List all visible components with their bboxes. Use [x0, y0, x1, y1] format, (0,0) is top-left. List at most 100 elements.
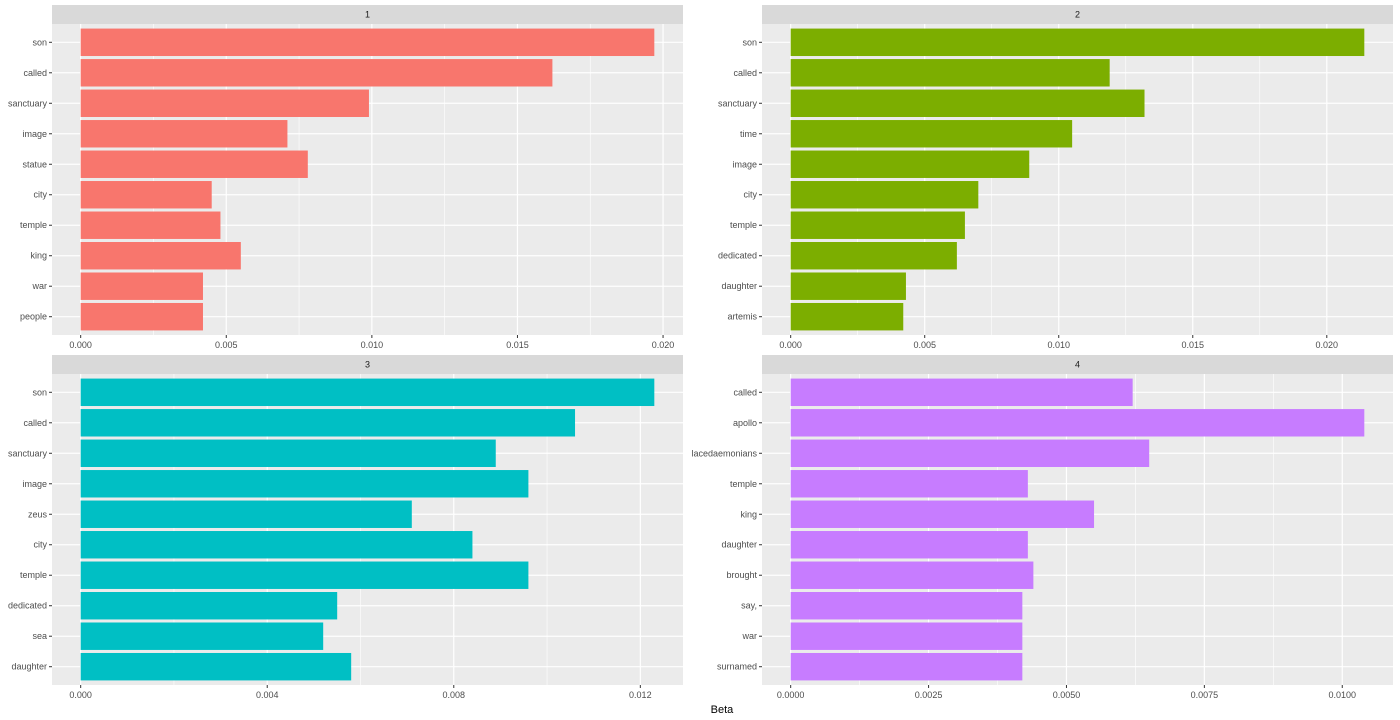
facet-strip — [52, 5, 683, 24]
bar-artemis — [790, 302, 904, 331]
bar-statue — [80, 150, 308, 178]
facet-panel-1: 1 son called sanctuary image statue city temple… — [8, 5, 683, 350]
x-tick-label: 0.000 — [69, 340, 92, 350]
y-tick-label: called — [23, 68, 47, 78]
y-tick-label: city — [34, 190, 48, 200]
x-tick-label: 0.0025 — [915, 690, 943, 700]
bar-image — [80, 470, 529, 498]
y-tick-label: lacedaemonians — [691, 448, 757, 458]
bar-time — [790, 120, 1073, 148]
y-tick-label: dedicated — [718, 251, 757, 261]
y-tick-label: surnamed — [717, 662, 757, 672]
bar-sanctuary — [80, 89, 369, 117]
y-tick-label: daughter — [721, 540, 757, 550]
y-tick-label: war — [741, 631, 757, 641]
bar-sanctuary — [790, 89, 1145, 117]
x-tick-label: 0.0100 — [1328, 690, 1356, 700]
bar-king — [790, 500, 1095, 528]
bar-zeus — [80, 500, 412, 528]
y-tick-label: people — [20, 312, 47, 322]
bar-image — [80, 120, 288, 148]
x-tick-label: 0.010 — [361, 340, 384, 350]
strip-label: 2 — [1075, 10, 1080, 20]
y-tick-label: sanctuary — [8, 448, 48, 458]
y-tick-label: temple — [20, 220, 47, 230]
facet-panel-2: 2 son called sanctuary time image city temple de… — [718, 5, 1393, 350]
y-tick-label: called — [733, 68, 757, 78]
y-tick-label: image — [22, 129, 47, 139]
y-tick-label: sanctuary — [718, 98, 758, 108]
y-tick-label: say, — [741, 601, 757, 611]
strip-label: 3 — [365, 360, 370, 370]
y-tick-label: sanctuary — [8, 98, 48, 108]
y-tick-label: king — [30, 251, 47, 261]
bar-called — [790, 378, 1133, 407]
bar-image — [790, 150, 1030, 178]
x-tick-label: 0.015 — [1181, 340, 1204, 350]
x-tick-label: 0.000 — [69, 690, 92, 700]
y-tick-label: apollo — [733, 418, 757, 428]
x-tick-label: 0.005 — [215, 340, 238, 350]
y-tick-label: statue — [22, 159, 47, 169]
y-tick-label: zeus — [28, 509, 48, 519]
facet-panel-3: 3 son called sanctuary image zeus city temple de… — [8, 355, 683, 700]
x-tick-label: 0.020 — [652, 340, 675, 350]
bar-called — [80, 59, 553, 87]
bar-son — [80, 378, 655, 407]
y-tick-label: war — [31, 281, 47, 291]
y-tick-label: artemis — [727, 312, 757, 322]
bar-temple — [80, 561, 529, 589]
bar-temple — [80, 211, 221, 239]
y-tick-label: image — [732, 159, 757, 169]
strip-label: 1 — [365, 10, 370, 20]
x-tick-label: 0.0075 — [1191, 690, 1219, 700]
bar-city — [790, 181, 979, 209]
x-tick-label: 0.000 — [779, 340, 802, 350]
bar-dedicated — [790, 242, 957, 270]
bar-daughter — [790, 272, 906, 300]
y-tick-label: brought — [726, 570, 757, 580]
facet-strip — [52, 355, 683, 374]
x-tick-label: 0.020 — [1316, 340, 1339, 350]
x-tick-label: 0.012 — [629, 690, 652, 700]
y-tick-label: image — [22, 479, 47, 489]
bar-temple — [790, 470, 1028, 498]
y-tick-label: daughter — [721, 281, 757, 291]
y-tick-label: dedicated — [8, 601, 47, 611]
bar-say — [790, 592, 1023, 620]
bar-daughter — [790, 531, 1028, 559]
x-tick-label: 0.004 — [256, 690, 279, 700]
x-tick-label: 0.0000 — [777, 690, 805, 700]
x-axis-title: Beta — [711, 704, 735, 716]
bar-war — [80, 272, 203, 300]
bar-called — [80, 409, 576, 437]
bar-surnamed — [790, 652, 1023, 681]
bar-lacedaemonians — [790, 439, 1150, 467]
bar-sea — [80, 622, 324, 650]
x-tick-label: 0.008 — [443, 690, 466, 700]
bar-people — [80, 302, 203, 331]
bar-war — [790, 622, 1023, 650]
y-tick-label: city — [744, 190, 758, 200]
bar-king — [80, 242, 241, 270]
x-tick-label: 0.005 — [913, 340, 936, 350]
facet-strip — [762, 355, 1393, 374]
bar-temple — [790, 211, 965, 239]
strip-label: 4 — [1075, 360, 1080, 370]
facet-strip — [762, 5, 1393, 24]
bar-sanctuary — [80, 439, 496, 467]
y-tick-label: city — [34, 540, 48, 550]
y-tick-label: son — [32, 387, 47, 397]
bar-apollo — [790, 409, 1365, 437]
y-tick-label: temple — [730, 479, 757, 489]
bar-son — [80, 28, 655, 57]
bar-daughter — [80, 652, 352, 681]
x-tick-label: 0.010 — [1047, 340, 1070, 350]
y-tick-label: king — [740, 509, 757, 519]
y-tick-label: daughter — [11, 662, 47, 672]
x-tick-label: 0.0050 — [1053, 690, 1081, 700]
y-tick-label: son — [742, 37, 757, 47]
y-tick-label: temple — [730, 220, 757, 230]
bar-brought — [790, 561, 1034, 589]
y-tick-label: time — [740, 129, 757, 139]
